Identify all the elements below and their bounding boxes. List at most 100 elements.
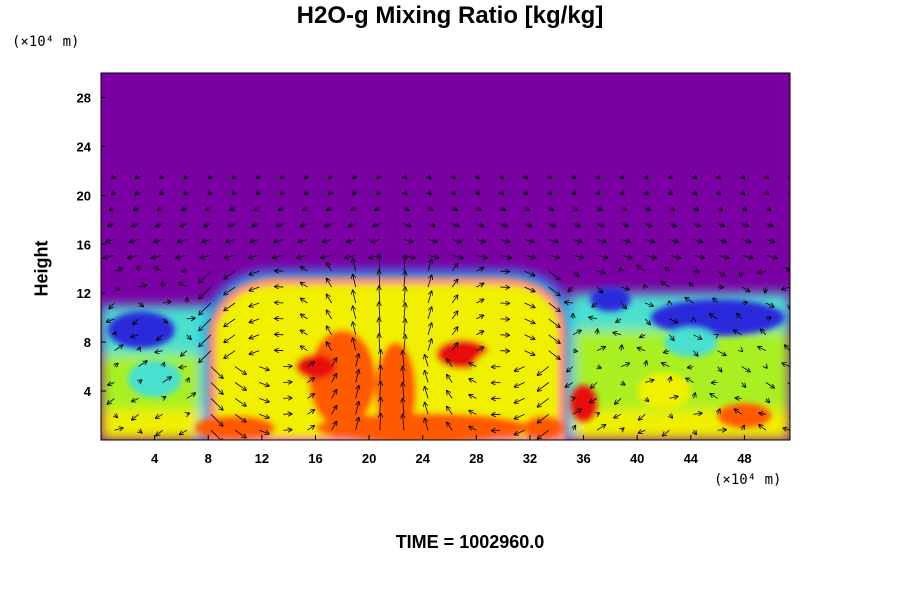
- wind-arrow: [469, 379, 477, 383]
- wind-arrow: [275, 334, 284, 335]
- wind-arrow: [469, 427, 477, 431]
- wind-arrow: [178, 239, 187, 242]
- wind-arrow: [645, 303, 653, 306]
- wind-arrow: [307, 410, 314, 415]
- wind-arrow: [717, 350, 726, 356]
- wind-arrow: [425, 355, 429, 367]
- wind-arrow: [572, 208, 578, 211]
- wind-arrow: [234, 429, 246, 438]
- wind-arrow: [515, 382, 525, 387]
- wind-arrow: [404, 176, 407, 179]
- field-blob: [570, 384, 597, 422]
- wind-arrow: [274, 239, 284, 242]
- y-tick-label: 16: [77, 237, 91, 252]
- wind-arrow: [451, 343, 457, 351]
- wind-arrow: [349, 223, 356, 226]
- wind-arrow: [180, 223, 187, 226]
- wind-arrow: [208, 192, 211, 195]
- wind-arrow: [259, 382, 269, 387]
- wind-arrow: [275, 350, 284, 351]
- wind-arrow: [644, 318, 650, 325]
- field-blob: [637, 372, 691, 410]
- wind-arrow: [761, 329, 767, 336]
- wind-arrow: [281, 176, 284, 179]
- wind-arrow: [163, 363, 165, 367]
- wind-arrow: [765, 317, 771, 318]
- wind-arrow: [447, 423, 453, 431]
- wind-arrow: [621, 192, 624, 195]
- wind-arrow: [234, 398, 246, 406]
- wind-arrow: [114, 332, 115, 335]
- wind-arrow: [275, 271, 284, 272]
- wind-arrow: [735, 409, 742, 415]
- wind-arrow: [136, 192, 139, 195]
- wind-arrow: [199, 286, 212, 299]
- wind-arrow: [500, 208, 505, 211]
- field-blob: [295, 354, 336, 379]
- wind-arrow: [620, 268, 621, 271]
- wind-arrow: [224, 286, 236, 295]
- wind-arrow: [199, 334, 212, 347]
- field-blob: [650, 299, 785, 337]
- wind-arrow: [380, 414, 381, 431]
- wind-arrow: [299, 239, 308, 242]
- wind-arrow: [404, 303, 405, 319]
- wind-arrow: [380, 350, 381, 367]
- wind-arrow: [548, 239, 558, 242]
- chart-title: H2O-g Mixing Ratio [kg/kg]: [296, 2, 604, 29]
- wind-arrow: [597, 367, 601, 368]
- wind-arrow: [303, 208, 308, 211]
- wind-arrow: [548, 318, 560, 327]
- wind-arrow: [180, 429, 187, 434]
- wind-arrow: [425, 419, 429, 431]
- wind-arrow: [249, 350, 260, 355]
- wind-arrow: [234, 366, 246, 375]
- wind-arrow: [524, 223, 532, 226]
- wind-arrow: [741, 302, 747, 303]
- wind-arrow: [596, 286, 602, 292]
- wind-arrow: [323, 239, 332, 242]
- wind-arrow: [259, 413, 269, 418]
- wind-arrow: [136, 176, 139, 179]
- wind-arrow: [717, 208, 723, 211]
- wind-arrow: [301, 223, 308, 226]
- field-blob: [663, 327, 718, 357]
- wind-arrow: [662, 363, 670, 367]
- wind-arrow: [548, 302, 560, 311]
- wind-arrow: [157, 334, 163, 340]
- wind-arrow: [789, 223, 790, 224]
- wind-arrow: [325, 223, 332, 226]
- wind-arrow: [275, 318, 284, 319]
- wind-arrow: [234, 382, 246, 391]
- wind-arrow: [620, 239, 630, 242]
- wind-arrow: [741, 223, 749, 226]
- wind-arrow: [789, 239, 790, 240]
- wind-arrow: [500, 223, 507, 226]
- wind-arrow: [524, 255, 536, 258]
- wind-arrow: [355, 418, 359, 431]
- wind-arrow: [476, 176, 479, 179]
- wind-arrow: [620, 208, 626, 211]
- wind-arrow: [379, 255, 380, 272]
- wind-arrow: [226, 239, 236, 242]
- wind-arrow: [549, 176, 552, 179]
- wind-arrow: [249, 286, 260, 291]
- wind-arrow: [427, 255, 439, 258]
- wind-arrow: [353, 259, 357, 272]
- wind-arrow: [377, 176, 380, 179]
- wind-arrow: [353, 338, 357, 351]
- wind-arrow: [379, 334, 380, 351]
- wind-arrow: [345, 255, 356, 258]
- wind-arrow: [645, 380, 653, 383]
- wind-arrow: [572, 330, 581, 336]
- wind-arrow: [259, 398, 269, 402]
- wind-arrow: [765, 287, 766, 292]
- wind-arrow: [665, 267, 669, 271]
- wind-arrow: [693, 393, 695, 399]
- wind-arrow: [664, 351, 670, 353]
- wind-arrow: [669, 192, 672, 195]
- wind-arrow: [204, 223, 212, 226]
- wind-arrow: [645, 255, 656, 258]
- wind-arrow: [452, 239, 461, 242]
- wind-arrow: [375, 208, 381, 211]
